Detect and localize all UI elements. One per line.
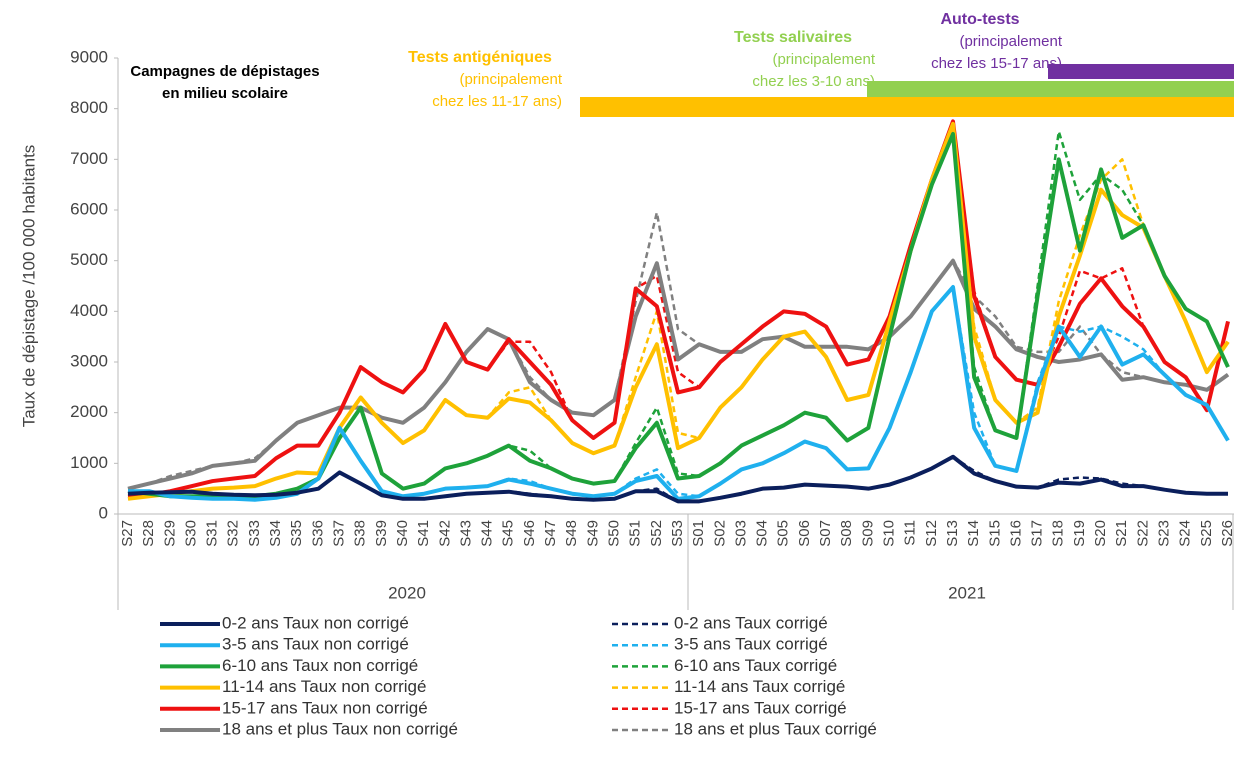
x-tick-label: S13: [944, 520, 961, 547]
x-tick-label: S44: [479, 520, 496, 547]
x-tick-label: S35: [288, 520, 305, 547]
annotation: (principalement: [772, 51, 875, 68]
saliva-period-bar: [867, 81, 1234, 97]
x-tick-label: S37: [331, 520, 348, 547]
legend-label: 18 ans et plus Taux corrigé: [674, 719, 877, 738]
x-tick-label: S53: [669, 520, 686, 547]
y-tick-label: 2000: [70, 402, 108, 421]
annotation: chez les 11-17 ans): [432, 93, 562, 110]
legend-label: 0-2 ans Taux non corrigé: [222, 613, 409, 632]
y-tick-label: 4000: [70, 301, 108, 320]
x-tick-label: S42: [436, 520, 453, 547]
x-tick-label: S02: [711, 520, 728, 547]
annotation: chez les 15-17 ans): [931, 55, 1062, 72]
x-tick-label: S49: [584, 520, 601, 547]
y-axis-label: Taux de dépistage /100 000 habitants: [19, 145, 38, 428]
x-tick-label: S07: [817, 520, 834, 547]
antigen-period-bar: [580, 97, 1234, 117]
x-tick-label: S29: [161, 520, 178, 547]
x-tick-label: S52: [648, 520, 665, 547]
x-tick-label: S31: [204, 520, 221, 547]
x-tick-label: S32: [225, 520, 242, 547]
x-tick-label: S33: [246, 520, 263, 547]
y-tick-label: 8000: [70, 98, 108, 117]
legend-label: 11-14 ans Taux non corrigé: [222, 677, 426, 696]
x-tick-label: S30: [182, 520, 199, 547]
legend-label: 0-2 ans Taux corrigé: [674, 613, 828, 632]
x-tick-label: S05: [775, 520, 792, 547]
y-tick-label: 6000: [70, 199, 108, 218]
legend-label: 18 ans et plus Taux non corrigé: [222, 719, 458, 738]
legend-label: 3-5 ans Taux non corrigé: [222, 635, 409, 654]
x-tick-label: S18: [1050, 520, 1067, 547]
x-tick-label: S51: [627, 520, 644, 547]
x-tick-label: S38: [352, 520, 369, 547]
year-label: 2020: [388, 583, 426, 602]
annotation: (principalement: [459, 71, 562, 88]
x-tick-label: S14: [965, 520, 982, 547]
x-tick-label: S11: [902, 520, 919, 546]
x-tick-label: S41: [415, 520, 432, 547]
x-tick-label: S17: [1029, 520, 1046, 547]
x-tick-label: S22: [1134, 520, 1151, 547]
series-line: [127, 258, 1230, 491]
annotation: Tests salivaires: [734, 29, 852, 46]
annotation: Tests antigéniques: [408, 49, 552, 66]
x-tick-label: S04: [754, 520, 771, 547]
series-line: [127, 121, 1230, 501]
x-tick-label: S12: [923, 520, 940, 547]
x-tick-label: S45: [500, 520, 517, 547]
x-tick-label: S21: [1113, 520, 1130, 547]
x-tick-label: S15: [986, 520, 1003, 547]
x-tick-label: S36: [309, 520, 326, 547]
x-tick-label: S16: [1007, 520, 1024, 547]
x-tick-label: S50: [606, 520, 623, 547]
x-tick-label: S28: [140, 520, 157, 547]
y-tick-label: 5000: [70, 250, 108, 269]
x-tick-label: S10: [881, 520, 898, 547]
series-line: [127, 454, 1228, 504]
y-tick-label: 3000: [70, 351, 108, 370]
autotest-period-bar: [1048, 64, 1234, 79]
x-tick-label: S25: [1198, 520, 1215, 547]
x-tick-label: S46: [521, 520, 538, 547]
x-tick-label: S48: [563, 520, 580, 547]
x-tick-label: S08: [838, 520, 855, 547]
y-tick-label: 1000: [70, 453, 108, 472]
year-label: 2021: [948, 583, 986, 602]
annotation: Auto-tests: [940, 11, 1019, 28]
y-tick-label: 0: [99, 503, 108, 522]
legend-label: 6-10 ans Taux corrigé: [674, 656, 837, 675]
legend-label: 3-5 ans Taux corrigé: [674, 635, 828, 654]
x-tick-label: S40: [394, 520, 411, 547]
x-tick-label: S19: [1071, 520, 1088, 547]
legend-label: 15-17 ans Taux corrigé: [674, 698, 847, 717]
legend-label: 15-17 ans Taux non corrigé: [222, 698, 428, 717]
x-tick-label: S03: [732, 520, 749, 547]
x-tick-label: S43: [457, 520, 474, 547]
x-tick-label: S24: [1177, 520, 1194, 547]
x-tick-label: S01: [690, 520, 707, 547]
y-tick-label: 7000: [70, 149, 108, 168]
x-tick-label: S34: [267, 520, 284, 547]
x-tick-label: S09: [859, 520, 876, 547]
annotation: en milieu scolaire: [162, 85, 288, 102]
x-tick-label: S47: [542, 520, 559, 547]
x-tick-label: S26: [1219, 520, 1234, 547]
annotation: (principalement: [959, 33, 1062, 50]
legend-label: 11-14 ans Taux corrigé: [674, 677, 845, 696]
legend-label: 6-10 ans Taux non corrigé: [222, 656, 418, 675]
annotation: Campagnes de dépistages: [130, 63, 319, 80]
x-tick-label: S39: [373, 520, 390, 547]
x-tick-label: S23: [1156, 520, 1173, 547]
series-line: [128, 285, 1230, 502]
x-tick-label: S20: [1092, 520, 1109, 547]
x-tick-label: S27: [119, 520, 136, 547]
x-tick-label: S06: [796, 520, 813, 547]
annotation: chez les 3-10 ans): [752, 73, 875, 90]
y-tick-label: 9000: [70, 47, 108, 66]
